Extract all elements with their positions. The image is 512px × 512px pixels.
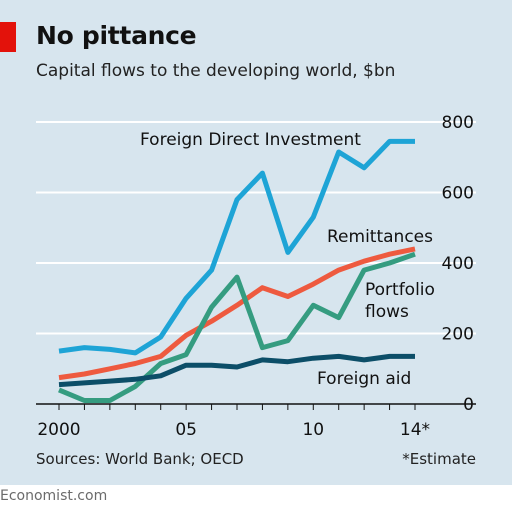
- series-annotations: Foreign Direct Investment Remittances Po…: [140, 130, 435, 389]
- annotation-portfolio-line1: Portfolio: [365, 280, 435, 300]
- estimate-note: *Estimate: [402, 450, 476, 468]
- annotation-foreign-aid: Foreign aid: [317, 369, 411, 389]
- series-line-foreign-aid: [58, 353, 415, 388]
- y-tick-label: 800: [442, 113, 474, 133]
- annotation-remittances: Remittances: [327, 227, 433, 247]
- brand-red-tab: [0, 22, 16, 52]
- y-tick-label: 0: [463, 395, 474, 415]
- brand-footer: Economist.com: [0, 488, 108, 504]
- source-note: Sources: World Bank; OECD: [36, 450, 244, 468]
- y-tick-labels: 0 200 400 600 800: [442, 113, 474, 415]
- x-tick-labels: 2000 05 10 14*: [37, 420, 430, 440]
- x-tick-label: 14*: [400, 420, 430, 440]
- series-line-remittances: [58, 246, 416, 381]
- chart-title: No pittance: [36, 21, 197, 50]
- x-tick-label: 2000: [37, 420, 80, 440]
- series-line-foreign-direct-investment: [58, 138, 415, 356]
- y-tick-label: 200: [442, 325, 474, 345]
- y-tick-label: 400: [442, 254, 474, 274]
- annotation-fdi: Foreign Direct Investment: [140, 130, 361, 150]
- x-tick-label: 10: [302, 420, 324, 440]
- x-axis: [36, 403, 476, 410]
- annotation-portfolio-line2: flows: [365, 302, 409, 322]
- x-tick-label: 05: [175, 420, 197, 440]
- series-lines: [58, 138, 416, 403]
- chart-subtitle: Capital flows to the developing world, $…: [36, 61, 396, 81]
- series-line-portfolio-flows: [58, 251, 416, 403]
- y-tick-label: 600: [442, 184, 474, 204]
